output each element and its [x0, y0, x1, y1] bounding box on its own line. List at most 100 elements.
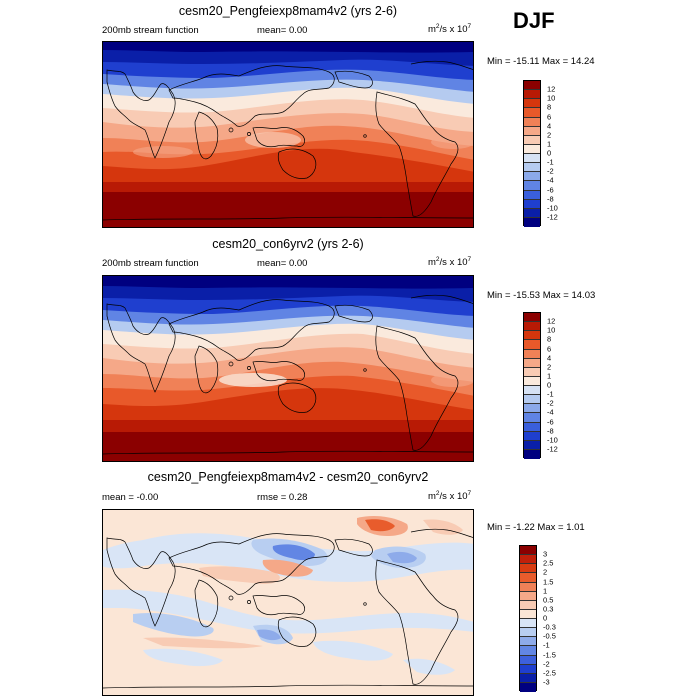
- colorbar-swatch: [524, 431, 540, 441]
- colorbar-swatch: [524, 81, 540, 91]
- colorbar-swatch: [520, 600, 536, 610]
- colorbar-tick-label: 2: [547, 362, 552, 372]
- colorbar-swatch: [524, 349, 540, 359]
- colorbar-tick-label: 1: [547, 371, 552, 381]
- colorbar-tick-label: 1: [547, 139, 552, 149]
- colorbar-swatch: [524, 413, 540, 423]
- colorbar-swatch: [524, 217, 540, 227]
- panel-3-coastlines: [103, 528, 473, 689]
- colorbar-swatch: [524, 367, 540, 377]
- colorbar-tick-label: -2: [547, 398, 554, 408]
- panel-2-colorbar: [523, 312, 541, 459]
- panel-3-minmax-label: Min = -1.22 Max = 1.01: [487, 522, 585, 533]
- colorbar-tick-label: -10: [547, 435, 558, 445]
- colorbar-tick-label: 1.5: [543, 577, 554, 586]
- colorbar-swatch: [524, 422, 540, 432]
- panel-3-map-svg: [103, 510, 473, 695]
- colorbar-tick-label: 10: [547, 93, 556, 103]
- colorbar-swatch: [520, 564, 536, 574]
- colorbar-swatch: [524, 90, 540, 100]
- colorbar-swatch: [520, 555, 536, 565]
- colorbar-tick-label: 0.5: [543, 595, 554, 605]
- colorbar-tick-label: 2: [547, 130, 552, 140]
- colorbar-swatch: [520, 682, 536, 692]
- colorbar-swatch: [524, 181, 540, 191]
- panel-2-mean-label: mean= 0.00: [257, 258, 308, 269]
- panel-1-minmax-label: Min = -15.11 Max = 14.24: [487, 56, 595, 67]
- colorbar-swatch: [520, 628, 536, 638]
- colorbar-tick-label: 0: [547, 380, 552, 390]
- colorbar-tick-label: -0.3: [543, 622, 556, 632]
- panel-3-colorbar: [519, 545, 537, 692]
- colorbar-tick-label: -6: [547, 417, 554, 426]
- colorbar-swatch: [524, 395, 540, 405]
- colorbar-tick-label: 12: [547, 316, 556, 326]
- colorbar-tick-label: 0: [543, 613, 548, 623]
- colorbar-swatch: [524, 154, 540, 164]
- panel-2-units-label: m2/s x 107: [428, 256, 472, 269]
- colorbar-swatch: [520, 573, 536, 583]
- colorbar-swatch: [524, 135, 540, 145]
- panel-1-mean-label: mean= 0.00: [257, 25, 308, 36]
- colorbar-tick-label: -1: [547, 157, 554, 167]
- colorbar-tick-label: 1: [543, 586, 548, 596]
- colorbar-swatch: [524, 322, 540, 332]
- colorbar-tick-label: -6: [547, 185, 554, 194]
- panel-1-map: [102, 41, 474, 228]
- colorbar-swatch: [524, 172, 540, 182]
- colorbar-swatch: [524, 190, 540, 200]
- colorbar-swatch: [524, 386, 540, 396]
- colorbar-swatch: [524, 313, 540, 323]
- colorbar-tick-label: 0.3: [543, 604, 554, 614]
- colorbar-tick-label: 2: [543, 567, 548, 577]
- colorbar-swatch: [520, 646, 536, 656]
- panel-3-mean-label: mean = -0.00: [102, 492, 159, 503]
- panel-2-field-label: 200mb stream function: [102, 258, 199, 269]
- colorbar-tick-label: 3: [543, 549, 548, 559]
- colorbar-swatch: [520, 637, 536, 647]
- colorbar-swatch: [520, 619, 536, 629]
- colorbar-tick-label: -8: [547, 426, 554, 436]
- panel-2-colorbar-segments: [524, 313, 540, 459]
- colorbar-tick-label: 4: [547, 121, 552, 131]
- colorbar-tick-label: -12: [547, 444, 558, 454]
- panel-3-map: [102, 509, 474, 696]
- colorbar-tick-label: 8: [547, 102, 552, 112]
- colorbar-tick-label: -0.5: [543, 631, 556, 641]
- colorbar-swatch: [524, 117, 540, 127]
- colorbar-swatch: [524, 340, 540, 350]
- season-label: DJF: [513, 8, 555, 33]
- colorbar-swatch: [524, 144, 540, 154]
- colorbar-tick-label: -2: [543, 659, 550, 669]
- colorbar-tick-label: -1: [547, 389, 554, 399]
- panel-2-map-svg: [103, 276, 473, 461]
- colorbar-swatch: [524, 331, 540, 341]
- colorbar-tick-label: -2: [547, 166, 554, 176]
- colorbar-swatch: [520, 609, 536, 619]
- panel-1-colorbar-segments: [524, 81, 540, 227]
- panel-1-map-svg: [103, 42, 473, 227]
- panel-2-title: cesm20_con6yrv2 (yrs 2-6): [212, 237, 364, 251]
- colorbar-swatch: [524, 404, 540, 414]
- panel-1-coastlines: [103, 60, 473, 221]
- colorbar-tick-label: 12: [547, 84, 556, 94]
- panel-3-title: cesm20_Pengfeiexp8mam4v2 - cesm20_con6yr…: [147, 470, 429, 484]
- colorbar-tick-label: 6: [547, 112, 552, 121]
- colorbar-swatch: [524, 199, 540, 209]
- colorbar-swatch: [524, 440, 540, 450]
- panel-1-title: cesm20_Pengfeiexp8mam4v2 (yrs 2-6): [178, 4, 398, 18]
- colorbar-tick-label: -2.5: [543, 668, 556, 678]
- colorbar-swatch: [524, 163, 540, 173]
- colorbar-tick-label: -1: [543, 640, 550, 650]
- colorbar-swatch: [520, 673, 536, 683]
- colorbar-swatch: [524, 108, 540, 118]
- colorbar-tick-label: -4: [547, 407, 554, 417]
- colorbar-tick-label: -4: [547, 175, 554, 185]
- colorbar-swatch: [524, 99, 540, 109]
- colorbar-tick-label: 6: [547, 344, 552, 353]
- colorbar-swatch: [524, 449, 540, 459]
- panel-1-colorbar: [523, 80, 541, 227]
- colorbar-tick-label: -3: [543, 677, 550, 687]
- colorbar-tick-label: -1.5: [543, 650, 556, 659]
- colorbar-tick-label: 4: [547, 353, 552, 363]
